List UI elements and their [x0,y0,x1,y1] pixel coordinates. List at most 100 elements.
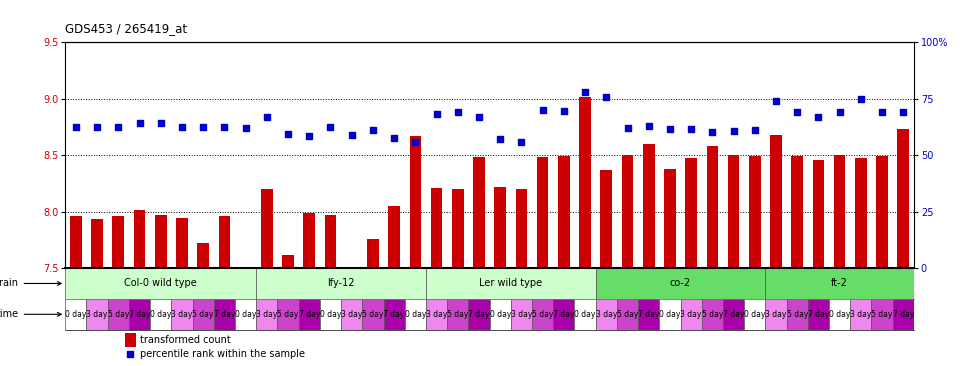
Bar [426,299,447,330]
Bar [362,299,383,330]
Text: 3 day: 3 day [681,310,702,319]
Bar [405,299,426,330]
Text: 0 day: 0 day [490,310,511,319]
Bar [681,299,702,330]
Text: 3 day: 3 day [511,310,532,319]
Point [344,132,359,138]
Bar [65,268,256,299]
Bar [622,155,634,268]
Point [280,131,296,137]
Bar [277,299,299,330]
Text: strain: strain [0,279,61,288]
Point [365,127,380,133]
Point [641,123,657,128]
Text: 7 day: 7 day [129,310,150,319]
Point [450,109,466,115]
Bar [643,144,655,268]
Text: 5 day: 5 day [617,310,638,319]
Point [747,127,762,133]
Point [471,114,487,120]
Bar [834,155,846,268]
Bar [558,156,569,268]
Text: 0 day: 0 day [574,310,596,319]
Bar [553,299,574,330]
Point [387,135,402,141]
Text: lfy-12: lfy-12 [327,279,355,288]
Text: 7 day: 7 day [383,310,405,319]
Bar [299,299,320,330]
Text: time: time [0,309,61,319]
Point [832,109,848,115]
Text: 0 day: 0 day [660,310,681,319]
Bar [129,299,150,330]
Text: co-2: co-2 [670,279,691,288]
Text: 3 day: 3 day [595,310,617,319]
Bar [256,268,426,299]
Bar [155,215,167,268]
Point [196,124,211,130]
Bar [595,299,617,330]
Point [68,124,84,130]
Bar [261,189,273,268]
Bar [579,97,591,268]
Bar [638,299,660,330]
Bar [786,299,808,330]
Text: Ler wild type: Ler wild type [479,279,542,288]
Point [556,108,571,114]
Bar [898,129,909,268]
Bar [851,299,872,330]
Bar [702,299,723,330]
Text: 5 day: 5 day [277,310,299,319]
Point [705,130,720,135]
Bar [346,268,357,272]
Bar [214,299,235,330]
Point [492,136,508,142]
Bar [388,206,400,268]
Bar [367,239,379,268]
Bar [723,299,744,330]
Text: 5 day: 5 day [702,310,723,319]
Bar [574,299,595,330]
Point [132,120,147,126]
Bar [685,158,697,268]
Bar [240,268,252,270]
Text: 7 day: 7 day [893,310,914,319]
Point [175,124,190,130]
Point [853,96,869,101]
Bar [150,299,172,330]
Point [768,98,783,104]
Bar [600,170,612,268]
Bar [532,299,553,330]
Bar [770,135,781,268]
Bar [749,156,760,268]
Bar [112,216,124,268]
Text: 5 day: 5 day [532,310,553,319]
Bar [872,299,893,330]
Bar [473,157,485,268]
Text: 7 day: 7 day [553,310,574,319]
Text: 7 day: 7 day [214,310,235,319]
Bar [537,157,548,268]
Text: 3 day: 3 day [256,310,277,319]
Text: 5 day: 5 day [193,310,214,319]
Bar [490,299,511,330]
Bar [494,187,506,268]
Point [875,109,890,115]
Point [577,89,592,95]
Point [301,133,317,139]
Text: transformed count: transformed count [140,335,230,344]
Point [620,125,636,131]
Bar [744,299,765,330]
Point [429,112,444,117]
Text: 0 day: 0 day [744,310,765,319]
Bar [108,299,129,330]
Bar [176,219,188,268]
Text: 7 day: 7 day [807,310,829,319]
Bar [595,268,765,299]
Point [514,139,529,145]
Bar [664,169,676,268]
Point [535,107,550,113]
Point [811,114,827,120]
Bar [235,299,256,330]
Bar [468,299,490,330]
